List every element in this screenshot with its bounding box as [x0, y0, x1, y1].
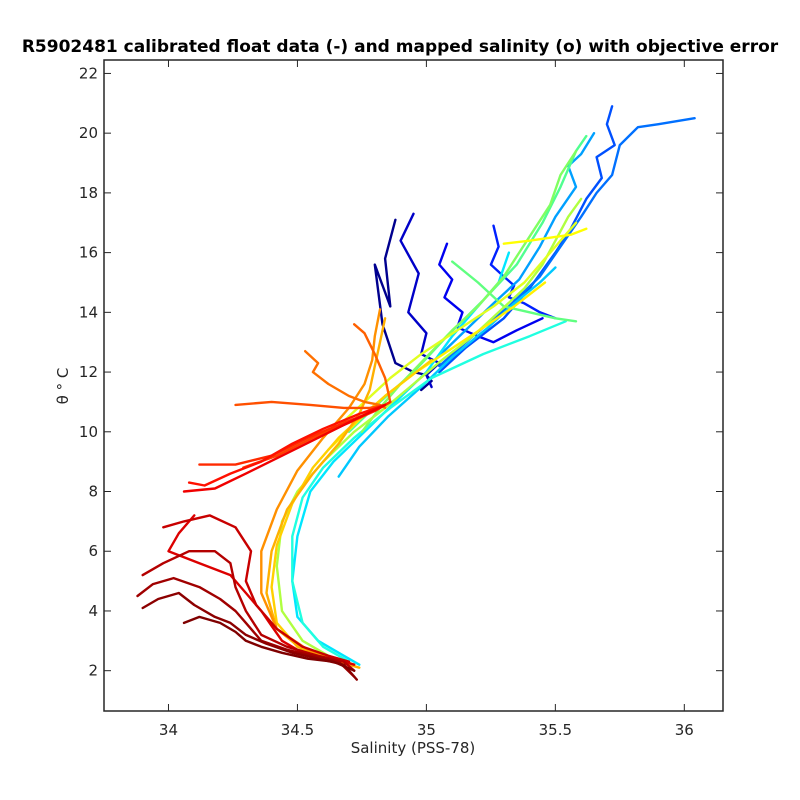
y-tick-label: 20	[79, 124, 98, 142]
series-line-22	[353, 323, 392, 404]
plot-area	[103, 59, 724, 712]
y-tick-label: 8	[88, 483, 98, 501]
x-tick-label: 35	[417, 721, 436, 739]
series-line-19	[265, 317, 387, 669]
y-tick-label: 16	[79, 244, 98, 262]
ticks-layer	[104, 60, 723, 711]
series-line-23	[234, 400, 387, 410]
x-tick-label: 34.5	[281, 721, 314, 739]
y-tick-label: 2	[88, 662, 98, 680]
x-tick-label: 35.5	[539, 721, 572, 739]
series-line-16	[502, 227, 588, 245]
series-line-5	[438, 105, 616, 374]
series-line-33	[182, 615, 356, 672]
series-line-8	[337, 266, 557, 478]
y-axis-label: θ ° C	[54, 368, 72, 405]
y-tick-label: 18	[79, 184, 98, 202]
series-line-31	[136, 576, 356, 678]
series-line-6	[438, 116, 696, 368]
x-tick-label: 34	[159, 721, 178, 739]
series-line-3	[438, 242, 544, 344]
series-line-29	[162, 514, 351, 663]
y-tick-label: 10	[79, 423, 98, 441]
y-tick-label: 4	[88, 602, 98, 620]
series-line-12	[451, 260, 578, 323]
y-tick-label: 12	[79, 363, 98, 381]
series-line-10	[291, 320, 567, 663]
y-tick-labels: 2 4 6 8 10 12 14 16 18 20 22	[79, 64, 98, 679]
y-tick-label: 14	[79, 303, 98, 321]
x-axis-label: Salinity (PSS-78)	[351, 739, 476, 757]
series-layer	[136, 105, 696, 681]
series-line-26	[187, 403, 387, 487]
series-line-21	[304, 350, 387, 410]
x-tick-labels: 34 34.5 35 35.5 36	[159, 721, 694, 739]
x-tick-label: 36	[675, 721, 694, 739]
series-line-7	[430, 131, 596, 365]
y-tick-label: 22	[79, 64, 98, 82]
plot-frame	[103, 59, 724, 712]
chart-title: R5902481 calibrated float data (-) and m…	[22, 37, 779, 57]
series-line-15	[337, 221, 578, 427]
y-tick-label: 6	[88, 542, 98, 560]
series-line-27	[182, 403, 387, 493]
